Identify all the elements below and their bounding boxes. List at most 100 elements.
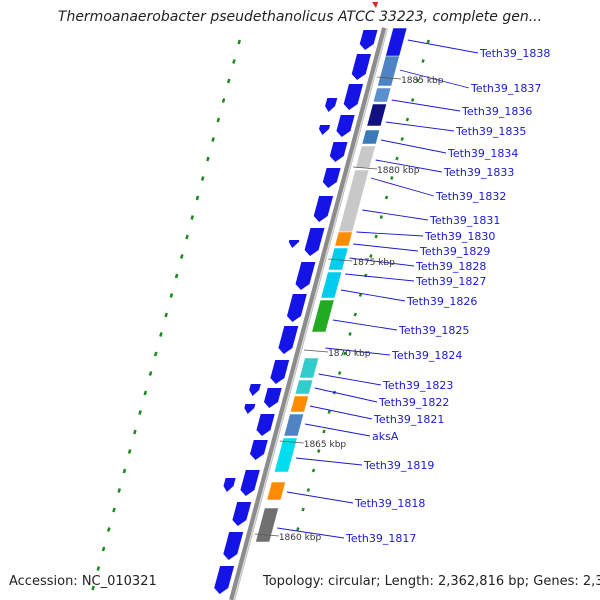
gc-dot <box>106 527 111 532</box>
cds-arrow <box>343 84 363 110</box>
gene-label-link[interactable]: Teth39_1835 <box>455 125 526 138</box>
gc-dot <box>369 254 373 258</box>
cds-arrow <box>232 502 252 526</box>
gene-label-link[interactable]: Teth39_1832 <box>435 190 506 203</box>
gc-dot <box>112 507 116 513</box>
gene-label-link[interactable]: Teth39_1822 <box>378 396 449 409</box>
feature-block <box>320 271 343 299</box>
feature-block <box>283 413 305 437</box>
gene-label-link[interactable]: Teth39_1830 <box>424 230 495 243</box>
label-leader-line <box>362 209 429 221</box>
gc-dots-right <box>296 39 430 531</box>
gc-dot <box>232 59 236 64</box>
tick-mark <box>304 349 329 353</box>
label-leader-line <box>353 243 419 252</box>
tick-mark <box>377 76 402 80</box>
label-leader-line <box>295 457 363 466</box>
cds-inner-strand <box>223 98 338 492</box>
label-leader-line <box>318 373 382 386</box>
cds-arrow <box>256 414 275 436</box>
feature-block <box>377 55 400 87</box>
label-leader-line <box>286 491 354 504</box>
gc-dot <box>384 195 389 200</box>
label-leader-line <box>391 99 461 112</box>
gc-dot <box>374 234 378 239</box>
cds-arrow <box>223 532 244 560</box>
gc-dot <box>311 468 316 473</box>
accession-text: Accession: NC_010321 <box>9 574 157 589</box>
gc-dot <box>153 351 158 357</box>
feature-block <box>355 145 376 169</box>
gene-label-link[interactable]: Teth39_1828 <box>415 260 486 273</box>
gc-dot <box>127 449 132 454</box>
cds-arrow <box>351 54 371 80</box>
gene-label-link[interactable]: Teth39_1821 <box>373 413 444 426</box>
label-leader-line <box>325 347 391 356</box>
feature-block <box>384 27 408 59</box>
gc-dot <box>348 332 352 336</box>
gene-label-link[interactable]: Teth39_1834 <box>447 147 518 160</box>
gc-dots-left <box>91 39 241 591</box>
gc-dot <box>306 488 311 492</box>
gc-dot <box>180 254 184 259</box>
cds-arrow-small <box>223 478 236 492</box>
gene-label-link[interactable]: Teth39_1826 <box>406 295 477 308</box>
gene-label-link[interactable]: Teth39_1836 <box>461 105 532 118</box>
gc-dot <box>148 371 153 376</box>
feature-block <box>266 481 286 501</box>
gc-dot <box>174 273 179 279</box>
tick-label: 1870 kbp <box>328 349 371 359</box>
cds-arrow <box>287 294 307 322</box>
gene-label-link[interactable]: Teth39_1825 <box>398 324 469 337</box>
feature-block <box>289 395 309 413</box>
feature-block <box>294 379 314 395</box>
gc-dot <box>390 176 394 180</box>
gc-dot <box>195 195 200 201</box>
label-leader-line <box>277 527 345 539</box>
cds-arrow <box>336 115 355 137</box>
gc-dot <box>353 312 357 317</box>
gc-dot <box>421 59 425 63</box>
gc-dot <box>358 293 363 297</box>
gc-dot <box>237 39 241 45</box>
label-leader-line <box>349 257 415 267</box>
gene-label-link[interactable]: Teth39_1838 <box>479 47 550 60</box>
tick-mark <box>352 166 378 170</box>
gc-dot <box>91 585 95 591</box>
genome-backbone-highlight <box>233 27 388 600</box>
feature-block <box>366 103 388 127</box>
label-leader-line <box>345 273 415 282</box>
gene-label-link[interactable]: Teth39_1827 <box>415 275 486 288</box>
cds-arrow <box>295 262 316 290</box>
gene-label-link[interactable]: Teth39_1837 <box>470 82 541 95</box>
gc-dot <box>426 39 430 44</box>
gc-dot <box>221 98 226 103</box>
gene-label-link[interactable]: Teth39_1831 <box>429 214 500 227</box>
gene-label-link[interactable]: Teth39_1818 <box>354 497 425 510</box>
gc-dot <box>226 78 231 84</box>
gene-label-link[interactable]: Teth39_1819 <box>363 459 434 472</box>
gene-label-link[interactable]: Teth39_1824 <box>391 349 462 362</box>
feature-block <box>255 507 279 543</box>
gc-dot <box>164 312 168 318</box>
gc-dot <box>400 137 404 141</box>
cds-arrow <box>240 470 260 496</box>
tick-mark <box>279 440 304 444</box>
gc-dot <box>206 156 210 162</box>
gene-label-link[interactable]: Teth39_1829 <box>419 245 490 258</box>
gene-label-link[interactable]: Teth39_1833 <box>443 166 514 179</box>
label-leader-line <box>399 69 470 89</box>
gc-dot <box>117 488 122 493</box>
tick-mark <box>328 258 353 262</box>
tick-label: 1880 kbp <box>377 166 420 176</box>
gc-dot <box>159 332 163 337</box>
gc-dot <box>216 117 221 123</box>
gc-dot <box>395 156 399 161</box>
tick-mark <box>254 533 279 537</box>
gene-label-link[interactable]: aksA <box>372 430 399 443</box>
cds-arrow <box>278 326 299 354</box>
gene-label-link[interactable]: Teth39_1823 <box>382 379 453 392</box>
cds-arrow-small <box>244 404 256 414</box>
gene-label-link[interactable]: Teth39_1817 <box>345 532 416 545</box>
